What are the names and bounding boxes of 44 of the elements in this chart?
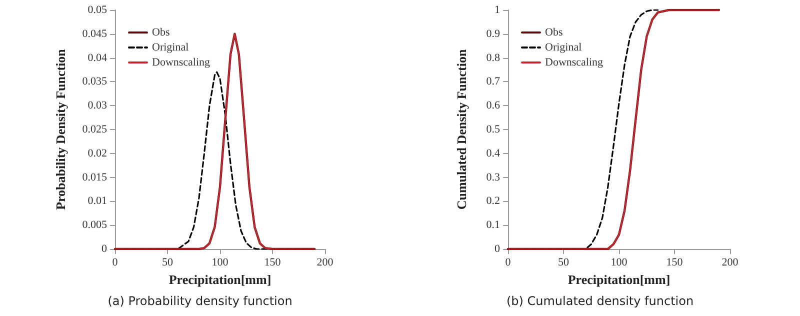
y-tick-label: 0.7 xyxy=(486,76,500,88)
legend-label: Original xyxy=(545,42,582,54)
x-axis-title: Precipitation[mm] xyxy=(568,272,670,287)
x-tick-label: 100 xyxy=(212,256,229,268)
x-axis-title: Precipitation[mm] xyxy=(168,272,272,287)
y-tick-label: 0 xyxy=(494,243,500,255)
y-tick-label: 0.4 xyxy=(486,147,500,160)
y-tick-label: 0.5 xyxy=(486,124,500,136)
text: (b) Cumulated density function xyxy=(506,294,694,308)
y-axis-title: Cumulated Density Function xyxy=(454,48,469,210)
y-tick-label: 0.9 xyxy=(486,28,500,40)
y-tick-label: 0.6 xyxy=(486,100,500,112)
y-tick-label: 0.8 xyxy=(486,52,500,64)
x-tick-label: 0 xyxy=(112,256,118,268)
legend-label: Downscaling xyxy=(152,56,211,68)
x-tick-label: 200 xyxy=(316,256,334,268)
x-tick-label: 0 xyxy=(505,256,512,268)
y-axis-title: Probability Density Function xyxy=(53,48,68,210)
y-tick-label: 0.045 xyxy=(82,28,108,40)
y-tick-label: 0.035 xyxy=(82,76,108,88)
y-tick-label: 0.02 xyxy=(88,147,107,160)
y-tick-label: 1 xyxy=(494,4,500,16)
legend-label: Downscaling xyxy=(545,56,604,68)
y-tick-label: 0.04 xyxy=(88,52,108,64)
y-tick-label: 0 xyxy=(102,243,108,255)
legend-label: Obs xyxy=(545,26,563,38)
y-tick-label: 0.1 xyxy=(486,219,500,232)
text: (a) Probability density function xyxy=(108,294,292,308)
y-tick-label: 0.01 xyxy=(88,195,107,208)
y-tick-label: 0.015 xyxy=(82,171,108,184)
legend-label: Original xyxy=(152,42,189,54)
x-tick-label: 150 xyxy=(264,256,282,268)
x-tick-label: 200 xyxy=(722,256,739,268)
y-tick-label: 0.2 xyxy=(486,195,500,208)
x-tick-label: 150 xyxy=(666,256,684,268)
x-tick-label: 50 xyxy=(162,256,174,268)
y-tick-label: 0.005 xyxy=(82,219,108,232)
y-tick-label: 0.03 xyxy=(88,100,108,112)
legend-label: Obs xyxy=(152,26,170,38)
y-tick-label: 0.05 xyxy=(88,4,108,16)
x-tick-label: 50 xyxy=(558,256,570,268)
y-tick-label: 0.3 xyxy=(486,171,500,184)
y-tick-label: 0.025 xyxy=(82,124,108,136)
x-tick-label: 100 xyxy=(610,256,628,268)
